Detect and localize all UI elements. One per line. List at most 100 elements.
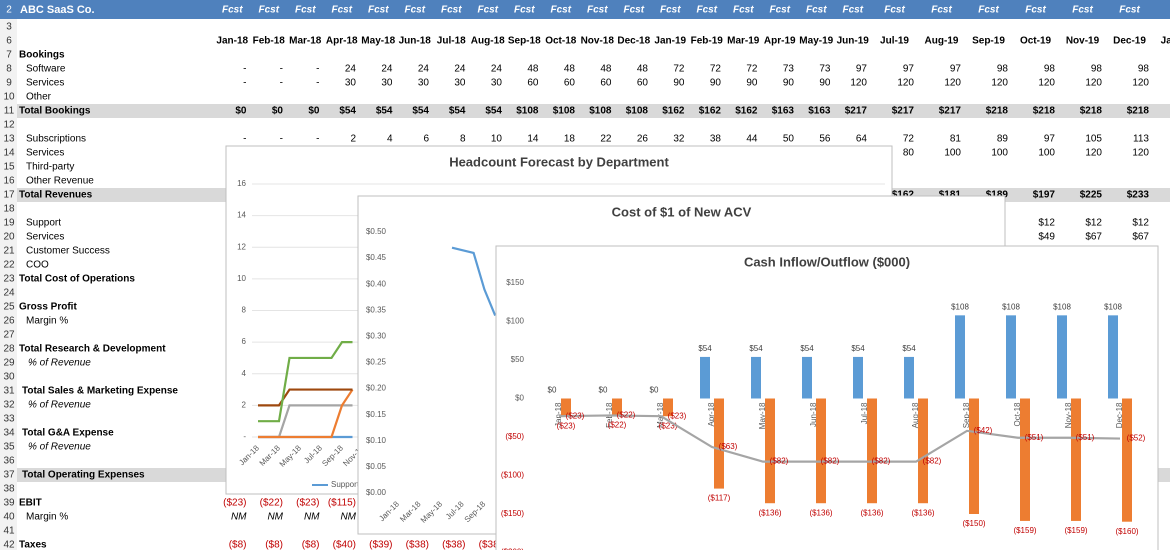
- cell-value: ($23): [296, 498, 319, 509]
- y-tick-label: $0: [515, 394, 524, 403]
- cell-value: ($39): [369, 540, 392, 550]
- cell-value: 30: [345, 78, 357, 89]
- row-label: Customer Success: [26, 246, 110, 257]
- forecast-flag: Fcst: [514, 5, 535, 16]
- row-number: 18: [3, 204, 15, 215]
- cell-value: $218: [1127, 106, 1150, 117]
- cell-value: 72: [710, 64, 722, 75]
- cell-value: 120: [1038, 78, 1055, 89]
- cell-value: $162: [892, 190, 915, 201]
- month-header: Dec-18: [617, 36, 650, 47]
- y-tick-label: ($100): [501, 471, 524, 480]
- forecast-flag: Fcst: [1025, 5, 1046, 16]
- row-number: 32: [3, 400, 15, 411]
- y-tick-label: 12: [237, 242, 246, 251]
- cell-value: 30: [491, 78, 503, 89]
- row-number: 30: [3, 372, 15, 383]
- data-label: $54: [800, 344, 814, 353]
- forecast-flag: Fcst: [842, 5, 863, 16]
- bar: [1006, 315, 1016, 399]
- chart-frame: [495, 245, 1159, 550]
- cell-value: 90: [710, 78, 722, 89]
- data-label: $108: [951, 302, 969, 311]
- cell-value: 26: [637, 134, 649, 145]
- cell-value: $54: [485, 106, 502, 117]
- bar: [751, 356, 761, 399]
- cell-value: 48: [527, 64, 539, 75]
- data-label: $108: [1053, 302, 1071, 311]
- row-label: Bookings: [19, 50, 65, 61]
- company-name: ABC SaaS Co.: [20, 4, 95, 16]
- y-tick-label: $0.10: [366, 436, 387, 445]
- cell-value: 100: [1038, 148, 1055, 159]
- bar: [853, 356, 863, 399]
- month-header: Dec-19: [1113, 36, 1146, 47]
- row-label: Margin %: [26, 512, 68, 523]
- y-tick-label: 16: [237, 179, 246, 188]
- y-tick-label: $0.25: [366, 358, 387, 367]
- x-tick-label: Apr-18: [707, 402, 716, 427]
- month-header: Sep-18: [508, 36, 541, 47]
- cell-value: 2: [350, 134, 356, 145]
- header-band: [0, 0, 1170, 19]
- forecast-flag: Fcst: [477, 5, 498, 16]
- bar: [955, 315, 965, 399]
- cell-value: 97: [1044, 134, 1056, 145]
- cell-value: $67: [1085, 232, 1102, 243]
- cell-value: ($8): [229, 540, 247, 550]
- bar: [904, 356, 914, 399]
- cell-value: -: [243, 78, 246, 89]
- cell-value: 73: [783, 64, 795, 75]
- cell-value: $67: [1132, 232, 1149, 243]
- x-tick-label: Nov-18: [1064, 402, 1073, 428]
- bar: [969, 398, 979, 514]
- cell-value: -: [280, 78, 283, 89]
- cell-value: $0: [308, 106, 320, 117]
- y-tick-label: 6: [242, 337, 247, 346]
- cell-value: ($38): [479, 540, 502, 550]
- row-number: 2: [6, 5, 12, 16]
- bar: [612, 398, 622, 416]
- row-label: Total G&A Expense: [22, 428, 114, 439]
- month-header: Jan-18: [216, 36, 248, 47]
- data-label: ($63): [719, 442, 738, 451]
- row-number: 28: [3, 344, 15, 355]
- month-header: May-18: [361, 36, 395, 47]
- row-number: 17: [3, 190, 15, 201]
- row-number: 8: [6, 64, 12, 75]
- row-label: Software: [26, 64, 66, 75]
- forecast-flag: Fcst: [931, 5, 952, 16]
- cell-value: 120: [944, 78, 961, 89]
- row-label: Total Revenues: [19, 190, 93, 201]
- x-tick-label: Sep-18: [962, 402, 971, 428]
- x-tick-label: Jul-18: [860, 402, 869, 424]
- bar: [816, 398, 826, 504]
- cell-value: 89: [997, 134, 1009, 145]
- cell-value: $108: [516, 106, 539, 117]
- bar: [1020, 398, 1030, 521]
- cell-value: 50: [783, 134, 795, 145]
- y-tick-label: 4: [242, 369, 247, 378]
- data-label: $54: [749, 344, 763, 353]
- data-label: ($22): [608, 421, 627, 430]
- data-label: $0: [599, 386, 608, 395]
- month-header: May-19: [799, 36, 833, 47]
- cell-value: 24: [381, 64, 393, 75]
- data-label: ($42): [974, 426, 993, 435]
- cell-value: NM: [231, 512, 247, 523]
- cell-value: 90: [673, 78, 685, 89]
- month-header: Nov-19: [1066, 36, 1100, 47]
- y-tick-label: $0.05: [366, 462, 387, 471]
- row-number: 6: [6, 36, 12, 47]
- row-label: Third-party: [26, 162, 74, 173]
- y-tick-label: $0.00: [366, 488, 387, 497]
- y-tick-label: 8: [242, 306, 247, 315]
- month-header: Feb-19: [691, 36, 724, 47]
- cell-value: $162: [699, 106, 722, 117]
- data-label: $54: [902, 344, 916, 353]
- cell-value: 8: [460, 134, 466, 145]
- month-header: Jan-19: [654, 36, 686, 47]
- forecast-flag: Fcst: [769, 5, 790, 16]
- cell-value: $54: [376, 106, 393, 117]
